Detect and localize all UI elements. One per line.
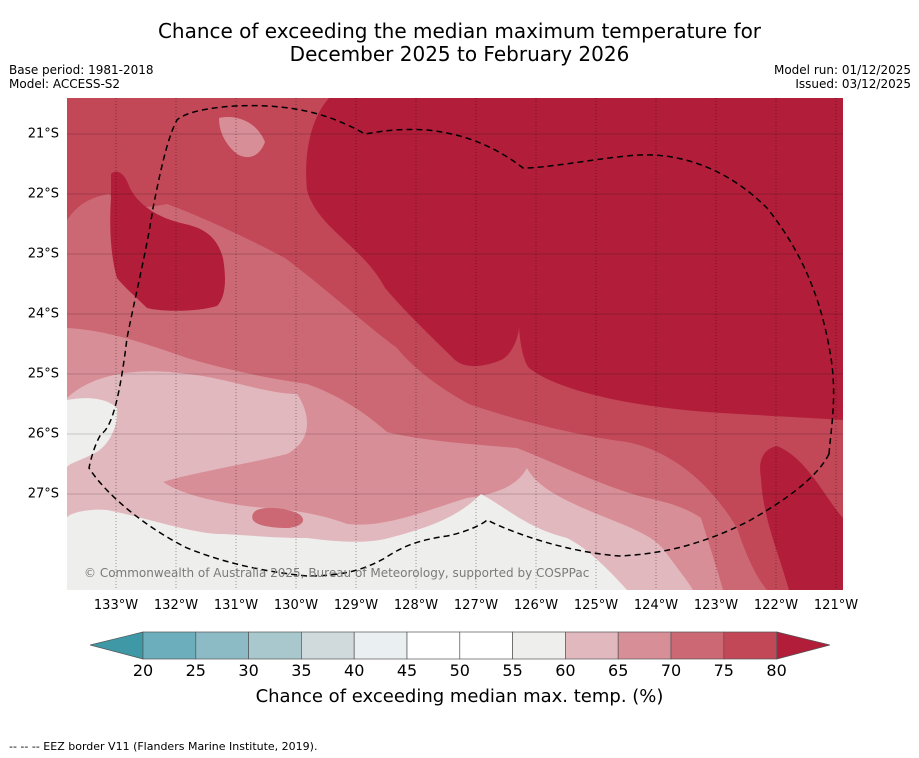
colorbar-tick-label: 65 xyxy=(608,661,629,680)
title-line-2: December 2025 to February 2026 xyxy=(289,42,630,66)
lon-label: 121°W xyxy=(813,598,859,613)
colorbar-cell xyxy=(142,631,197,660)
colorbar-tick-label: 35 xyxy=(291,661,312,680)
colorbar-cell xyxy=(670,631,725,660)
lon-label: 131°W xyxy=(213,598,259,613)
probability-map xyxy=(67,98,843,590)
zone-70-blob xyxy=(252,507,304,528)
colorbar-tick-label: 50 xyxy=(449,661,470,680)
lon-label: 130°W xyxy=(273,598,319,613)
lon-label: 125°W xyxy=(573,598,619,613)
colorbar-cell xyxy=(459,631,513,660)
eez-border xyxy=(88,104,835,577)
map-canvas xyxy=(67,98,843,590)
colorbar-label: Chance of exceeding median max. temp. (%… xyxy=(255,686,664,707)
colorbar-tick-label: 80 xyxy=(766,661,787,680)
issued-date: Issued: 03/12/2025 xyxy=(795,77,911,91)
lon-label: 133°W xyxy=(93,598,139,613)
lon-label: 132°W xyxy=(153,598,199,613)
colorbar-cells xyxy=(142,631,777,660)
model-name: Model: ACCESS-S2 xyxy=(9,77,121,91)
colorbar-cell xyxy=(565,631,619,660)
zone-65-patch xyxy=(219,117,265,158)
longitude-gridlines xyxy=(115,98,837,590)
meta-right: Model run: 01/12/2025 Issued: 03/12/2025 xyxy=(774,63,911,91)
title-line-1: Chance of exceeding the median maximum t… xyxy=(157,19,762,43)
lat-label: 27°S xyxy=(27,486,59,502)
colorbar-tick-label: 40 xyxy=(344,661,365,680)
lat-label: 26°S xyxy=(27,426,59,442)
colorbar-tick-label: 60 xyxy=(555,661,576,680)
colorbar-tick-label: 20 xyxy=(132,661,154,680)
lat-label: 23°S xyxy=(27,246,59,262)
colorbar-cell xyxy=(195,631,249,660)
copyright-notice: © Commonwealth of Australia 2025, Bureau… xyxy=(84,566,590,580)
lon-label: 126°W xyxy=(513,598,559,613)
zone-80-west xyxy=(110,171,225,311)
colorbar-cell xyxy=(353,631,408,660)
colorbar-cell xyxy=(406,631,461,660)
colorbar-cell xyxy=(512,631,566,660)
colorbar-tick-label: 70 xyxy=(660,661,682,680)
colorbar-cell xyxy=(248,631,302,660)
base-period: Base period: 1981-2018 xyxy=(9,63,154,77)
colorbar-cell xyxy=(301,631,355,660)
lon-label: 128°W xyxy=(393,598,439,613)
colorbar-extend-low xyxy=(89,631,144,660)
zone-55 xyxy=(67,398,627,590)
eez-legend-note: -- -- -- EEZ border V11 (Flanders Marine… xyxy=(9,740,318,753)
lon-label: 129°W xyxy=(333,598,379,613)
colorbar-tick-label: 75 xyxy=(713,661,734,680)
latitude-gridlines xyxy=(67,133,843,495)
lon-label: 122°W xyxy=(753,598,799,613)
lat-label: 21°S xyxy=(27,126,59,142)
meta-left: Base period: 1981-2018 Model: ACCESS-S2 xyxy=(9,63,154,91)
lon-label: 123°W xyxy=(693,598,739,613)
colorbar-tick-label: 55 xyxy=(502,661,523,680)
colorbar-svg xyxy=(89,631,831,660)
lon-label: 127°W xyxy=(453,598,499,613)
lon-label: 124°W xyxy=(633,598,679,613)
model-run: Model run: 01/12/2025 xyxy=(773,63,911,77)
colorbar-cell xyxy=(617,631,672,660)
lat-label: 24°S xyxy=(27,306,59,322)
map-title: Chance of exceeding the median maximum t… xyxy=(0,20,919,66)
lat-label: 25°S xyxy=(27,366,59,382)
lat-label: 22°S xyxy=(27,186,59,202)
colorbar-tick-label: 45 xyxy=(396,661,418,680)
colorbar-extend-high xyxy=(776,631,831,660)
colorbar xyxy=(89,630,831,666)
colorbar-cell xyxy=(723,631,777,660)
colorbar-tick-label: 25 xyxy=(185,661,206,680)
colorbar-tick-label: 30 xyxy=(238,661,259,680)
